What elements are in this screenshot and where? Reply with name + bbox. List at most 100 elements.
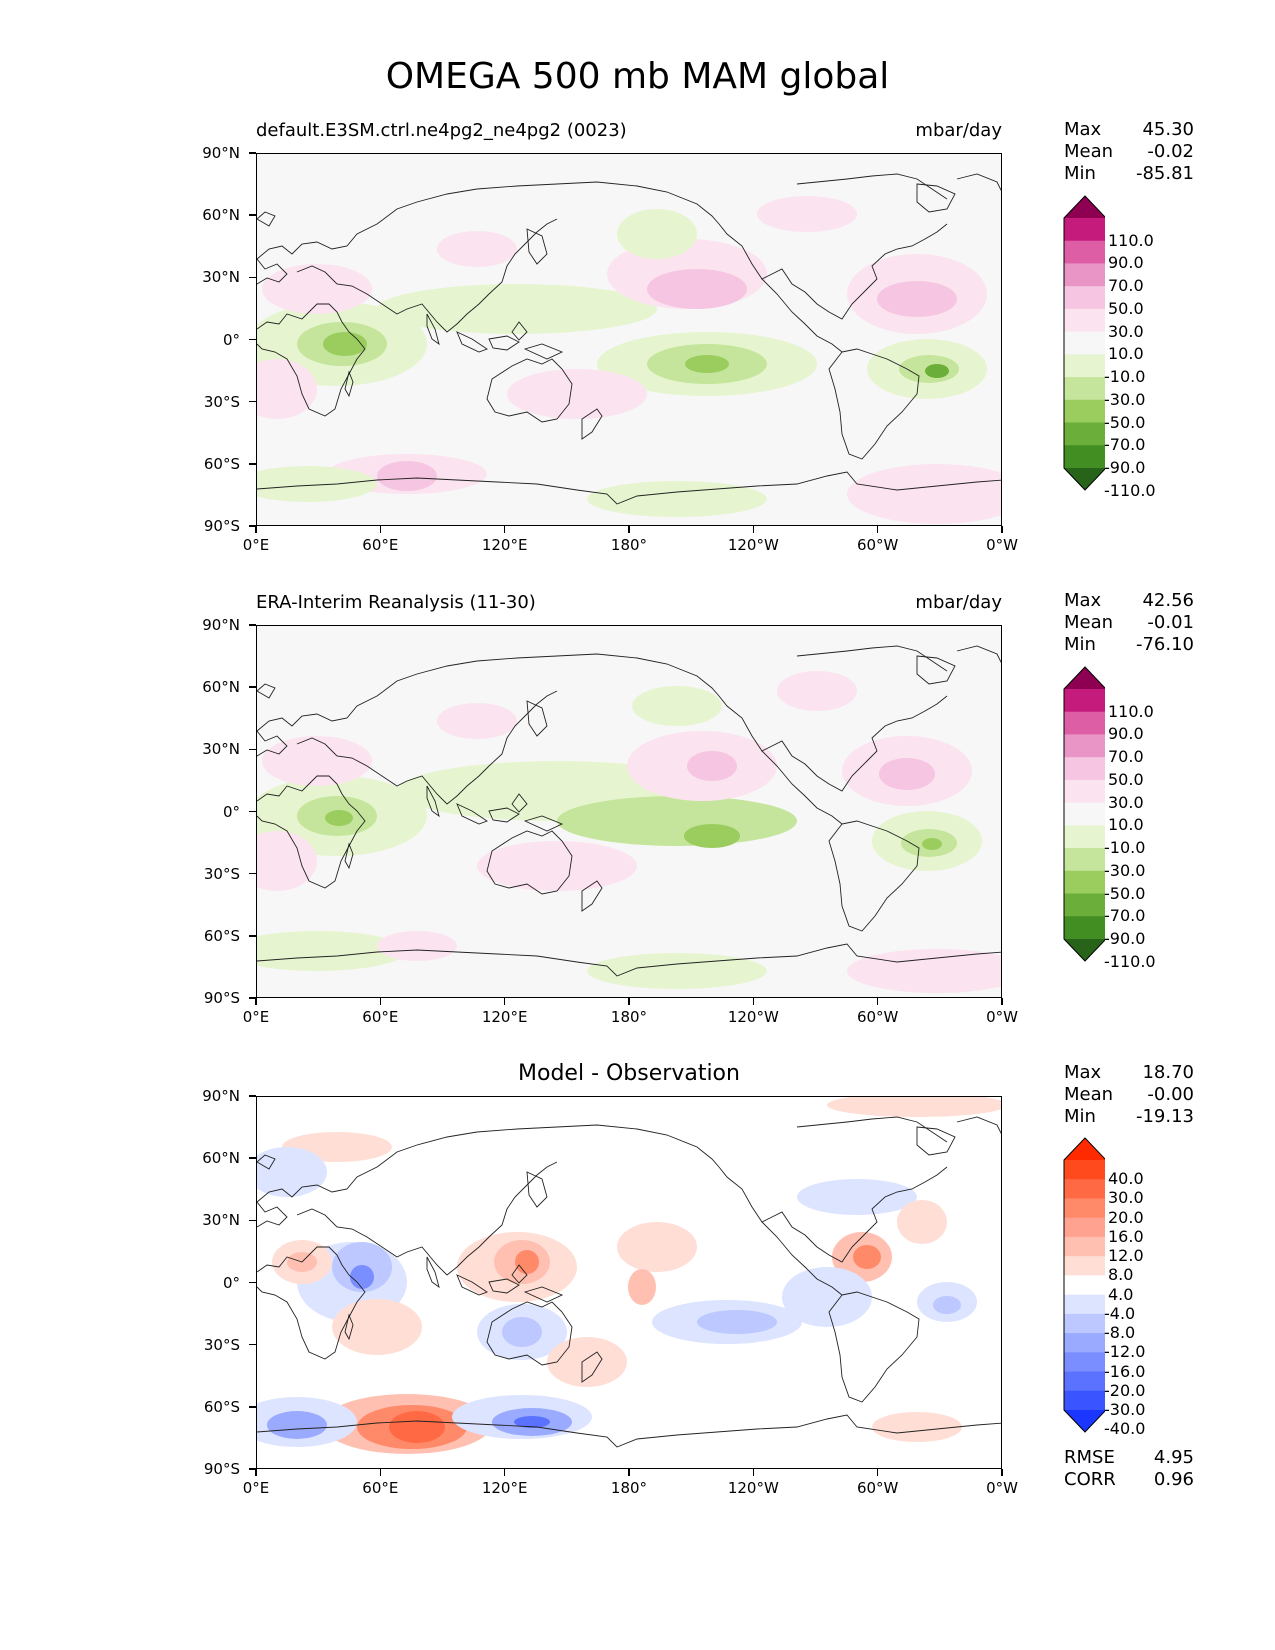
lon-tick [876, 998, 879, 1005]
colorbar-tick-label: 30.0 [1108, 321, 1144, 341]
figure-title: OMEGA 500 mb MAM global [385, 56, 890, 97]
colorbar-segment [1064, 734, 1105, 758]
colorbar-tick-label: 40.0 [1108, 1169, 1144, 1189]
lat-tick-label: 0° [222, 330, 240, 349]
colorbar-tick-label: -4.0 [1104, 1303, 1136, 1323]
lat-tick [249, 1157, 256, 1159]
colorbar-segment [1064, 802, 1105, 826]
lon-tick [628, 998, 630, 1005]
colorbar-tick-label: 12.0 [1108, 1246, 1144, 1266]
lat-tick-label: 0° [222, 1273, 240, 1292]
lon-tick-label: 120°E [481, 536, 528, 554]
colorbar-segment [1064, 825, 1105, 849]
lon-tick-label: 60°E [362, 536, 399, 554]
colorbar-graphic [1063, 666, 1105, 962]
lat-tick-label: 90°S [203, 517, 240, 535]
colorbar-tick-label: -110.0 [1104, 480, 1156, 500]
colorbar-tick-label: 10.0 [1108, 815, 1144, 835]
lon-tick [752, 526, 755, 533]
colorbar-tick-label: -10.0 [1104, 838, 1146, 858]
lon-tick-label: 180° [610, 1008, 648, 1026]
lat-tick [249, 748, 256, 751]
lat-tick-label: 90°S [203, 989, 240, 1007]
panel-title-center: Model - Observation [518, 1061, 740, 1086]
colorbar-segment [1064, 240, 1105, 264]
lat-tick-label: 60°S [203, 926, 240, 945]
lat-tick-label: 60°N [202, 678, 240, 697]
lat-tick-label: 60°S [203, 1397, 240, 1416]
colorbar-segment [1064, 377, 1105, 401]
map-obs [256, 625, 1002, 998]
lat-tick-label: 30°S [203, 864, 240, 883]
colorbar-tick-label: -90.0 [1104, 929, 1146, 948]
lat-tick [249, 872, 256, 875]
lat-tick [249, 463, 256, 465]
colorbar-segment [1064, 916, 1105, 940]
lon-tick-label: 60°E [362, 1008, 399, 1026]
colorbar-tick-label: -30.0 [1104, 1400, 1146, 1419]
colorbar-extend-max [1064, 1138, 1105, 1160]
lat-tick [249, 525, 256, 527]
lat-tick [249, 1281, 256, 1284]
colorbar-segment [1064, 1390, 1105, 1411]
lon-tick-label: 0°W [986, 536, 1018, 554]
lon-tick-label: 0°E [242, 1008, 270, 1026]
colorbar-segment [1064, 1236, 1105, 1257]
colorbar-segment [1064, 1256, 1105, 1276]
colorbar-extend-max [1064, 196, 1105, 218]
colorbar-segment [1064, 870, 1105, 895]
colorbar-tick-label: -50.0 [1104, 412, 1146, 432]
lat-tick [249, 400, 256, 403]
colorbar-tick-label: -30.0 [1104, 389, 1146, 409]
lon-tick [255, 526, 257, 533]
lat-tick [249, 1219, 256, 1222]
colorbar-tick-label: 30.0 [1108, 1188, 1144, 1208]
colorbar-tick-label: 8.0 [1108, 1265, 1134, 1285]
lat-tick [249, 338, 256, 341]
colorbar-tick-label: -16.0 [1104, 1361, 1146, 1381]
lon-tick [876, 526, 879, 533]
colorbar-segment [1064, 331, 1105, 355]
lat-tick [249, 935, 256, 937]
colorbar-tick-label: -10.0 [1104, 367, 1146, 387]
stats-rmse-corr: RMSE 4.95 CORR 0.96 [1064, 1447, 1194, 1490]
colorbar-tick-label: -12.0 [1104, 1342, 1146, 1362]
lon-tick [379, 998, 382, 1005]
lon-tick [503, 1469, 506, 1476]
lat-tick-label: 90°S [203, 1460, 240, 1478]
colorbar-tick-label: -90.0 [1104, 458, 1146, 477]
lon-tick-label: 0°E [242, 1479, 270, 1497]
colorbar-segment [1064, 422, 1105, 446]
lon-tick [503, 998, 506, 1005]
colorbar-tick-label: 10.0 [1108, 344, 1144, 364]
panel-units: mbar/day [915, 592, 1002, 613]
colorbar-tick-label: 4.0 [1108, 1284, 1134, 1304]
colorbar-outline [1063, 195, 1105, 491]
colorbar-segment [1064, 1179, 1105, 1199]
lon-tick-label: 60°W [856, 1008, 899, 1026]
colorbar-tick-label: 70.0 [1108, 276, 1144, 296]
colorbar-segment [1064, 711, 1105, 735]
lon-tick [876, 1469, 879, 1476]
lat-tick [249, 686, 256, 688]
lon-tick-label: 120°E [481, 1008, 528, 1026]
colorbar-tick-label: 16.0 [1108, 1226, 1144, 1246]
lat-tick-label: 90°N [202, 616, 240, 634]
contour-field-model [257, 173, 1001, 524]
colorbar-outline [1063, 1137, 1105, 1433]
colorbar-tick-label: 70.0 [1108, 747, 1144, 767]
colorbar-graphic [1063, 1137, 1105, 1433]
colorbar-tick-label: 30.0 [1108, 792, 1144, 812]
lon-tick-label: 120°W [727, 1008, 779, 1026]
colorbar-extend-max [1064, 667, 1105, 689]
panel-title-left: default.E3SM.ctrl.ne4pg2_ne4pg2 (0023) [256, 120, 627, 141]
stats-model: Max 45.30 Mean -0.02 Min -85.81 [1064, 119, 1194, 184]
colorbar-tick-label: -20.0 [1104, 1380, 1146, 1400]
lon-tick [255, 998, 257, 1005]
colorbar-tick-label: -40.0 [1104, 1419, 1146, 1439]
lat-tick [249, 1406, 256, 1408]
lat-tick [249, 810, 256, 813]
colorbar-tick-label: -8.0 [1104, 1323, 1136, 1343]
panel-units: mbar/day [915, 120, 1002, 141]
lon-tick [1001, 1469, 1003, 1476]
